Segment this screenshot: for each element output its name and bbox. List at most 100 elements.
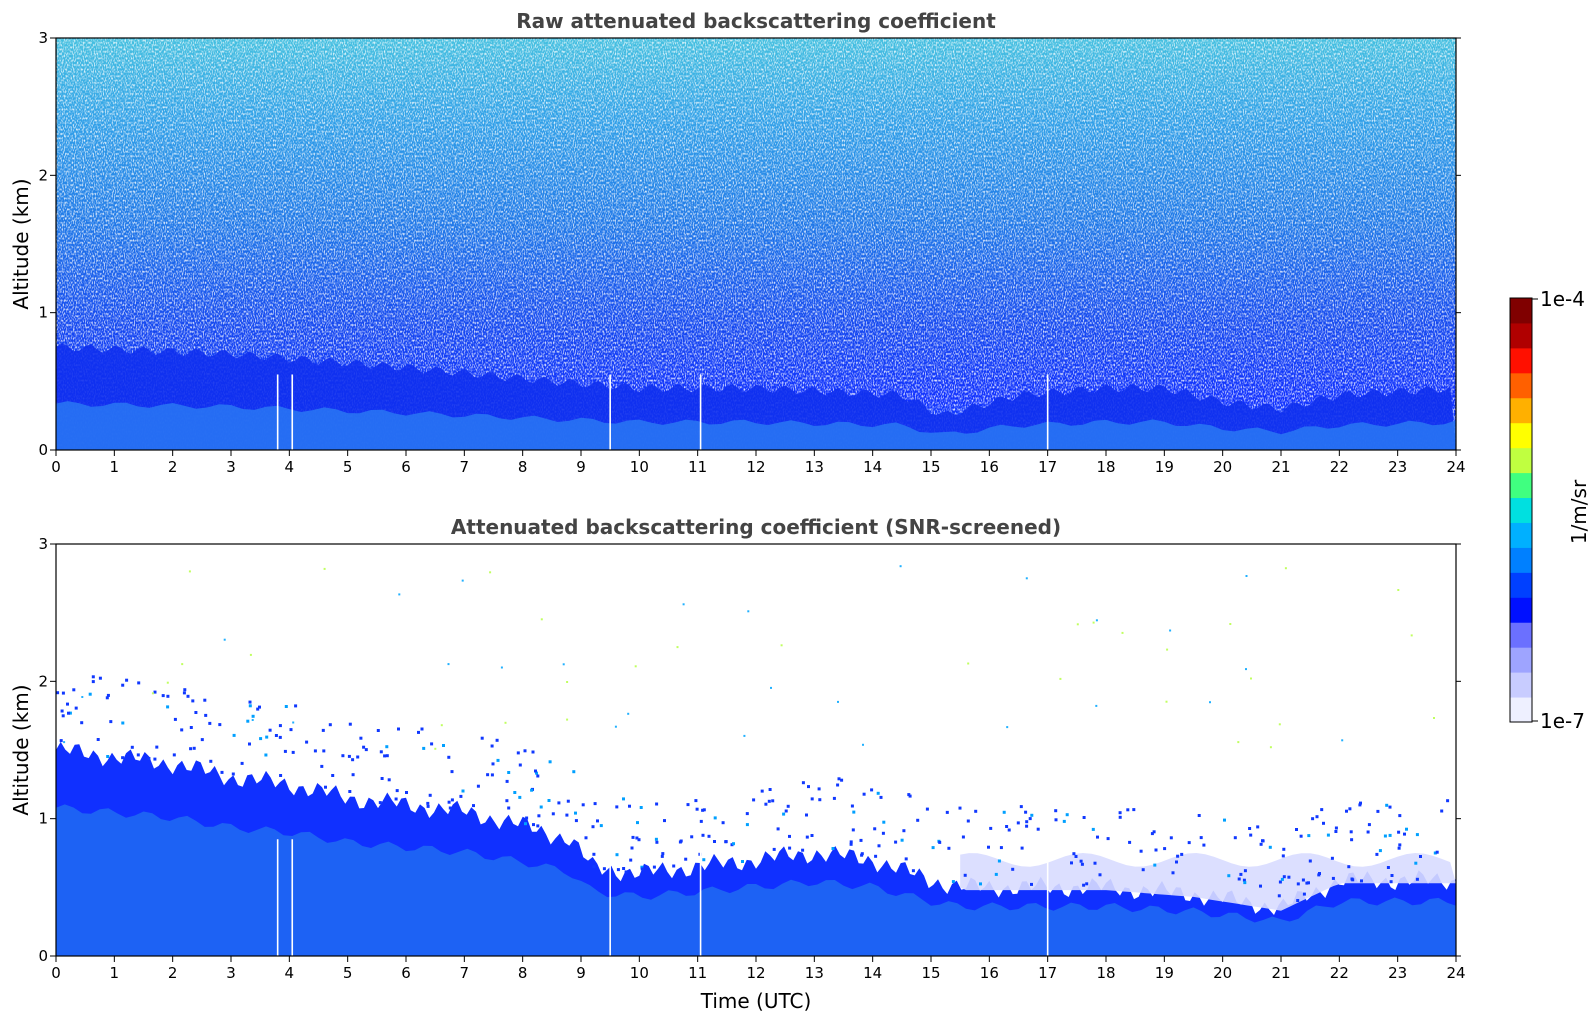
scatter-pixel [364, 748, 368, 752]
scatter-pixel [203, 698, 207, 702]
colorbar-segment [1510, 298, 1532, 324]
scatter-pixel [655, 802, 659, 806]
x-tick-label: 15 [921, 964, 940, 982]
colorbar-segment [1510, 497, 1532, 523]
scatter-pixel [801, 781, 805, 785]
scatter-pixel [491, 762, 495, 766]
scatter-pixel [1307, 881, 1310, 885]
scatter-pixel [447, 755, 451, 759]
scatter-pixel [450, 770, 454, 774]
scatter-pixel [209, 759, 213, 763]
scatter-pixel [701, 833, 705, 837]
scatter-pixel [220, 770, 224, 774]
x-tick-label: 1 [110, 458, 120, 476]
x-tick-label: 7 [460, 964, 470, 982]
scatter-pixel [68, 711, 72, 715]
scatter-pixel [732, 842, 735, 846]
scatter-pixel [592, 865, 596, 869]
panel-1-y-label: Altitude (km) [9, 178, 33, 309]
panel-2-y-label: Altitude (km) [9, 684, 33, 815]
scatter-pixel [1054, 818, 1058, 822]
scatter-pixel [56, 691, 60, 695]
scatter-pixel [189, 726, 193, 729]
scatter-pixel [1281, 854, 1285, 858]
scatter-pixel-high [1076, 623, 1079, 626]
colorbar-segment [1510, 322, 1532, 349]
scatter-pixel [376, 729, 380, 732]
scatter-pixel [1345, 809, 1348, 813]
scatter-pixel [1397, 830, 1401, 834]
scatter-pixel [1280, 877, 1284, 881]
x-tick-label: 21 [1271, 964, 1290, 982]
scatter-pixel-high [504, 721, 507, 724]
scatter-pixel [1237, 877, 1241, 881]
scatter-pixel [879, 795, 883, 799]
scatter-pixel [351, 758, 355, 762]
scatter-pixel-high [1269, 746, 1272, 749]
scatter-pixel [1054, 809, 1058, 813]
scatter-pixel [447, 800, 451, 804]
scatter-pixel [702, 808, 706, 812]
scatter-pixel [873, 827, 877, 831]
x-tick-label: 6 [401, 964, 411, 982]
scatter-pixel [1302, 892, 1306, 896]
scatter-pixel-high [81, 696, 84, 698]
scatter-pixel [630, 846, 634, 850]
scatter-pixel [289, 728, 293, 732]
scatter-pixel-high [634, 665, 637, 668]
scatter-pixel-high [223, 638, 226, 641]
scatter-pixel [852, 810, 856, 814]
scatter-pixel [584, 836, 588, 840]
scatter-pixel [1261, 839, 1265, 843]
scatter-pixel [1139, 849, 1143, 853]
scatter-pixel [98, 676, 102, 680]
colorbar-segment [1510, 672, 1532, 698]
colorbar-segment [1510, 572, 1532, 598]
scatter-pixel [80, 721, 84, 725]
scatter-pixel [851, 828, 855, 832]
scatter-pixel [882, 820, 886, 824]
scatter-pixel [476, 784, 480, 788]
scatter-pixel [442, 744, 445, 747]
x-tick-label: 20 [1213, 458, 1232, 476]
colorbar-segment [1510, 422, 1532, 449]
scatter-pixel [1414, 861, 1418, 865]
scatter-pixel-high [1237, 741, 1240, 744]
scatter-pixel-high [500, 666, 503, 669]
scatter-pixel [635, 836, 639, 840]
colorbar-segment [1510, 447, 1532, 474]
scatter-pixel [1348, 807, 1352, 811]
scatter-pixel [752, 798, 756, 802]
scatter-pixel [534, 769, 537, 773]
scatter-pixel [385, 745, 389, 749]
scatter-pixel [801, 848, 805, 852]
scatter-pixel [631, 835, 635, 839]
scatter-pixel [1248, 827, 1252, 830]
scatter-pixel [1152, 830, 1156, 834]
colorbar-unit-label: 1/m/sr [1567, 479, 1591, 544]
scatter-pixel [1367, 823, 1371, 827]
scatter-pixel [574, 811, 577, 815]
scatter-pixel [109, 720, 113, 724]
scatter-pixel [1223, 818, 1226, 822]
scatter-pixel [721, 821, 725, 825]
scatter-pixel [1096, 835, 1099, 839]
panel-raw: Raw attenuated backscattering coefficien… [9, 9, 1466, 476]
scatter-pixel [1106, 837, 1110, 841]
panel-2-y-axis: 0 1 2 3 [38, 535, 1461, 965]
scatter-pixel [870, 788, 874, 792]
scatter-pixel [1011, 867, 1015, 871]
scatter-pixel [147, 757, 151, 760]
scatter-pixel [860, 853, 864, 857]
scatter-pixel [602, 867, 606, 871]
scatter-pixel [251, 714, 255, 718]
scatter-pixel [66, 702, 69, 706]
scatter-pixel [877, 844, 881, 848]
colorbar-segment [1510, 397, 1532, 424]
scatter-pixel [248, 742, 251, 746]
scatter-pixel [1249, 833, 1253, 837]
scatter-pixel [405, 791, 408, 794]
scatter-pixel [531, 750, 535, 754]
scatter-pixel-high [682, 603, 685, 606]
scatter-pixel [426, 804, 430, 808]
